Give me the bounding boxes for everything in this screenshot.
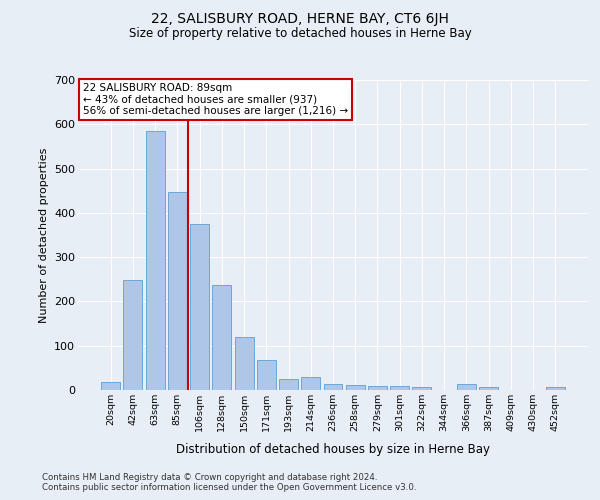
Bar: [101, 382, 120, 390]
Bar: [323, 384, 343, 390]
Bar: [146, 131, 164, 390]
Text: Contains HM Land Registry data © Crown copyright and database right 2024.
Contai: Contains HM Land Registry data © Crown c…: [42, 473, 416, 492]
Text: Distribution of detached houses by size in Herne Bay: Distribution of detached houses by size …: [176, 442, 490, 456]
Bar: [546, 387, 565, 390]
Bar: [212, 285, 231, 390]
Bar: [124, 280, 142, 390]
Text: 22 SALISBURY ROAD: 89sqm
← 43% of detached houses are smaller (937)
56% of semi-: 22 SALISBURY ROAD: 89sqm ← 43% of detach…: [83, 83, 348, 116]
Bar: [390, 386, 409, 390]
Bar: [235, 337, 254, 390]
Bar: [479, 387, 498, 390]
Bar: [412, 387, 431, 390]
Bar: [368, 386, 387, 390]
Bar: [257, 360, 276, 390]
Bar: [279, 380, 298, 390]
Bar: [346, 384, 365, 390]
Bar: [457, 384, 476, 390]
Text: Size of property relative to detached houses in Herne Bay: Size of property relative to detached ho…: [128, 28, 472, 40]
Bar: [190, 224, 209, 390]
Y-axis label: Number of detached properties: Number of detached properties: [38, 148, 49, 322]
Bar: [301, 376, 320, 390]
Bar: [168, 192, 187, 390]
Text: 22, SALISBURY ROAD, HERNE BAY, CT6 6JH: 22, SALISBURY ROAD, HERNE BAY, CT6 6JH: [151, 12, 449, 26]
